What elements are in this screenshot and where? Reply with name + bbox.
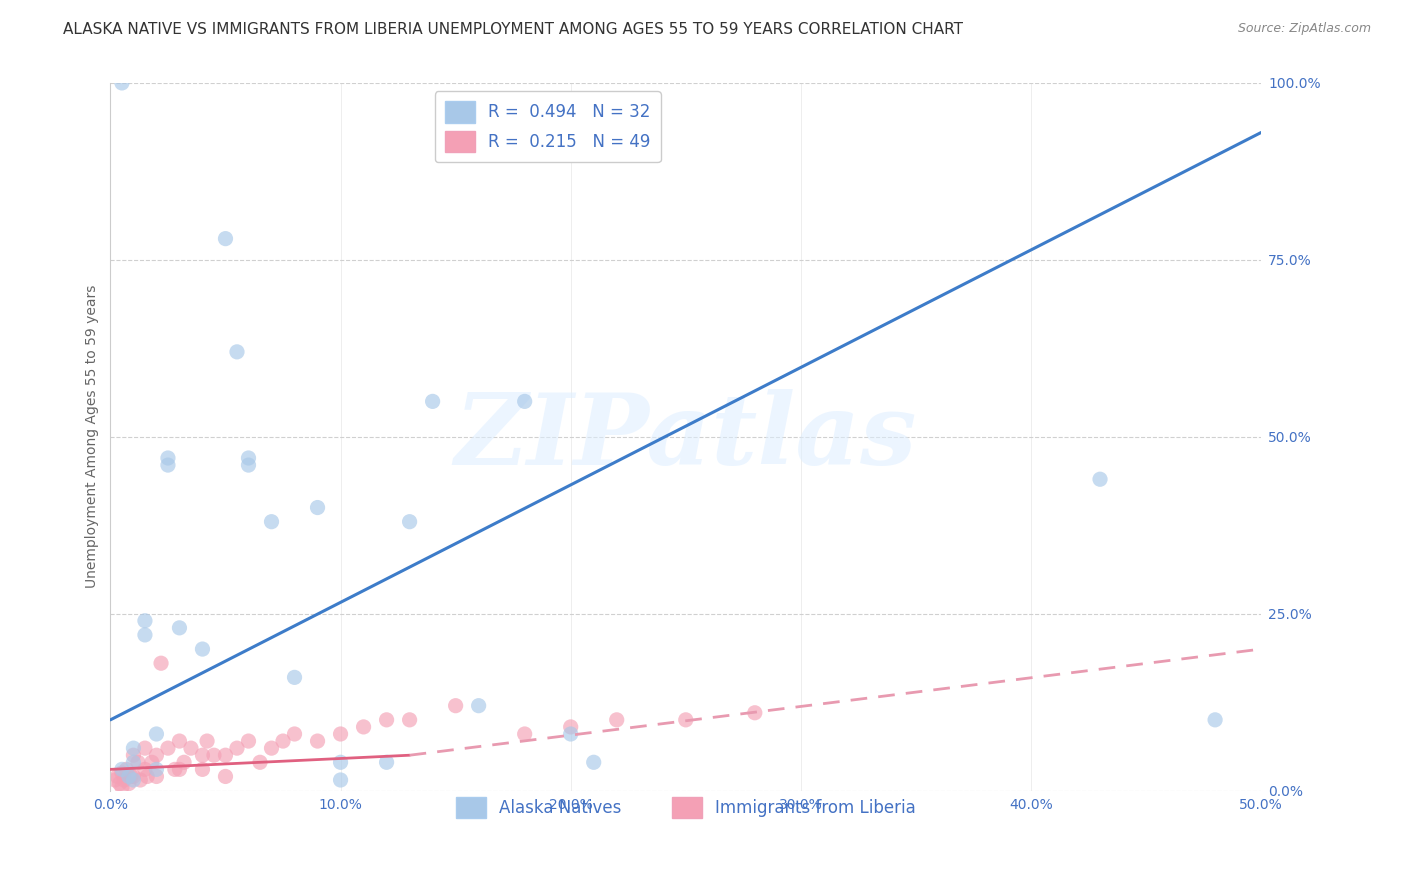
Point (214, 748, 236, 763)
Point (118, 776, 141, 790)
Point (115, 763, 138, 777)
Point (202, 748, 225, 763)
Point (122, 748, 145, 763)
Point (127, 756, 149, 770)
Point (226, 741, 249, 756)
Point (145, 769, 167, 783)
Point (513, 727, 536, 741)
Point (191, 748, 214, 763)
Point (108, 776, 131, 790)
Point (120, 769, 142, 783)
Point (1088, 472, 1111, 486)
Point (145, 763, 167, 777)
Point (675, 713, 697, 727)
Text: ALASKA NATIVE VS IMMIGRANTS FROM LIBERIA UNEMPLOYMENT AMONG AGES 55 TO 59 YEARS : ALASKA NATIVE VS IMMIGRANTS FROM LIBERIA… (63, 22, 963, 37)
Point (513, 394, 536, 409)
Point (444, 698, 467, 713)
Point (606, 713, 628, 727)
Point (195, 734, 218, 748)
Point (191, 763, 214, 777)
Point (238, 734, 260, 748)
Point (134, 763, 156, 777)
Point (118, 769, 141, 783)
Point (226, 344, 249, 359)
Point (582, 756, 605, 770)
Point (180, 741, 202, 756)
Point (375, 756, 398, 770)
Point (260, 741, 283, 756)
Point (283, 727, 305, 741)
Point (238, 450, 260, 465)
Point (122, 756, 145, 770)
Point (163, 763, 186, 777)
Point (307, 500, 329, 515)
Point (353, 720, 375, 734)
Point (111, 763, 134, 777)
Point (111, 765, 134, 780)
Point (375, 713, 398, 727)
Point (134, 614, 156, 628)
Point (560, 720, 582, 734)
Text: ZIPatlas: ZIPatlas (454, 389, 917, 485)
Point (134, 628, 156, 642)
Point (122, 772, 145, 787)
Point (169, 621, 191, 635)
Point (156, 458, 179, 472)
Point (111, 780, 134, 794)
Point (150, 657, 173, 671)
Point (145, 727, 167, 741)
Point (329, 772, 352, 787)
Point (104, 772, 127, 787)
Point (249, 756, 271, 770)
Point (122, 769, 145, 783)
Point (422, 394, 444, 409)
Point (398, 515, 420, 529)
Point (283, 670, 305, 684)
Point (238, 458, 260, 472)
Point (134, 741, 156, 756)
Point (156, 741, 179, 756)
Point (141, 756, 163, 770)
Point (329, 756, 352, 770)
Point (398, 713, 420, 727)
Point (329, 727, 352, 741)
Point (169, 763, 191, 777)
Point (744, 706, 766, 720)
Point (111, 76, 134, 90)
Point (271, 734, 294, 748)
Point (214, 769, 236, 783)
Text: Source: ZipAtlas.com: Source: ZipAtlas.com (1237, 22, 1371, 36)
Point (156, 450, 179, 465)
Legend: Alaska Natives, Immigrants from Liberia: Alaska Natives, Immigrants from Liberia (449, 790, 922, 825)
Point (145, 748, 167, 763)
Y-axis label: Unemployment Among Ages 55 to 59 years: Unemployment Among Ages 55 to 59 years (86, 285, 100, 589)
Point (307, 734, 329, 748)
Point (112, 772, 135, 787)
Point (467, 698, 489, 713)
Point (173, 756, 195, 770)
Point (260, 515, 283, 529)
Point (136, 769, 159, 783)
Point (214, 232, 236, 246)
Point (560, 727, 582, 741)
Point (122, 741, 145, 756)
Point (1204, 713, 1226, 727)
Point (169, 734, 191, 748)
Point (191, 642, 214, 657)
Point (105, 769, 128, 783)
Point (129, 772, 152, 787)
